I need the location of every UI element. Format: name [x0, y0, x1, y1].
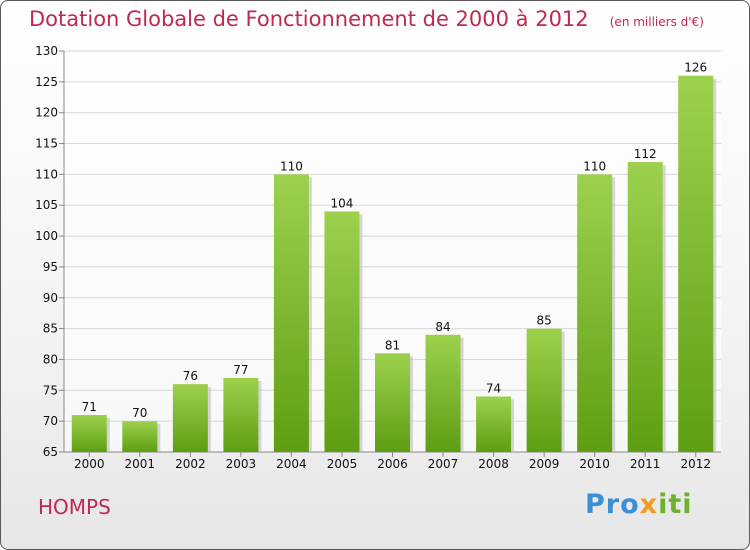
x-tick-label: 2000 [74, 457, 105, 471]
x-tick-label: 2004 [276, 457, 307, 471]
x-tick-label: 2010 [579, 457, 610, 471]
value-label: 77 [233, 363, 248, 377]
y-tick-label: 70 [43, 414, 58, 428]
bar [122, 421, 158, 452]
value-label: 85 [536, 314, 551, 328]
value-label: 84 [435, 320, 450, 334]
value-label: 126 [684, 61, 707, 75]
y-tick-label: 90 [43, 291, 58, 305]
logo-part-1: Pro [585, 489, 640, 520]
y-tick-label: 80 [43, 352, 58, 366]
y-tick-label: 75 [43, 383, 58, 397]
chart-title: Dotation Globale de Fonctionnement de 20… [29, 7, 704, 31]
y-tick-label: 105 [35, 198, 58, 212]
bar [476, 396, 512, 452]
y-tick-label: 65 [43, 445, 58, 459]
x-tick-label: 2012 [680, 457, 711, 471]
value-label: 110 [583, 159, 606, 173]
bar [425, 334, 461, 452]
x-tick-label: 2006 [377, 457, 408, 471]
logo-part-2: x [639, 489, 659, 520]
logo-part-3: iti [658, 489, 693, 520]
title-main: Dotation Globale de Fonctionnement de 20… [29, 7, 589, 31]
bar [223, 377, 259, 452]
y-tick-label: 130 [35, 44, 58, 58]
x-tick-label: 2003 [226, 457, 257, 471]
x-tick-label: 2009 [529, 457, 560, 471]
y-tick-label: 85 [43, 322, 58, 336]
x-tick-label: 2002 [175, 457, 206, 471]
value-label: 71 [82, 400, 97, 414]
bar [172, 384, 208, 452]
value-label: 110 [280, 159, 303, 173]
y-tick-label: 110 [35, 167, 58, 181]
bar [577, 174, 613, 452]
proxiti-logo: Proxiti [585, 489, 693, 520]
x-tick-label: 2008 [478, 457, 509, 471]
value-label: 76 [183, 369, 198, 383]
value-label: 74 [486, 381, 501, 395]
y-tick-label: 120 [35, 106, 58, 120]
bar [71, 414, 107, 452]
bar [526, 328, 562, 452]
value-label: 81 [385, 338, 400, 352]
bar [375, 353, 410, 452]
y-tick-label: 115 [35, 137, 58, 151]
y-tick-label: 95 [43, 260, 58, 274]
bar [627, 162, 663, 453]
bar [324, 211, 360, 452]
x-tick-label: 2011 [630, 457, 661, 471]
value-label: 70 [132, 406, 147, 420]
value-label: 104 [331, 196, 354, 210]
title-unit: (en milliers d'€) [609, 15, 704, 29]
y-tick-label: 100 [35, 229, 58, 243]
bar [678, 75, 714, 452]
commune-name: HOMPS [38, 495, 111, 519]
value-label: 112 [634, 147, 657, 161]
y-tick-label: 125 [35, 75, 58, 89]
bar [273, 174, 309, 452]
x-tick-label: 2005 [327, 457, 358, 471]
x-tick-label: 2007 [428, 457, 459, 471]
x-tick-label: 2001 [125, 457, 156, 471]
